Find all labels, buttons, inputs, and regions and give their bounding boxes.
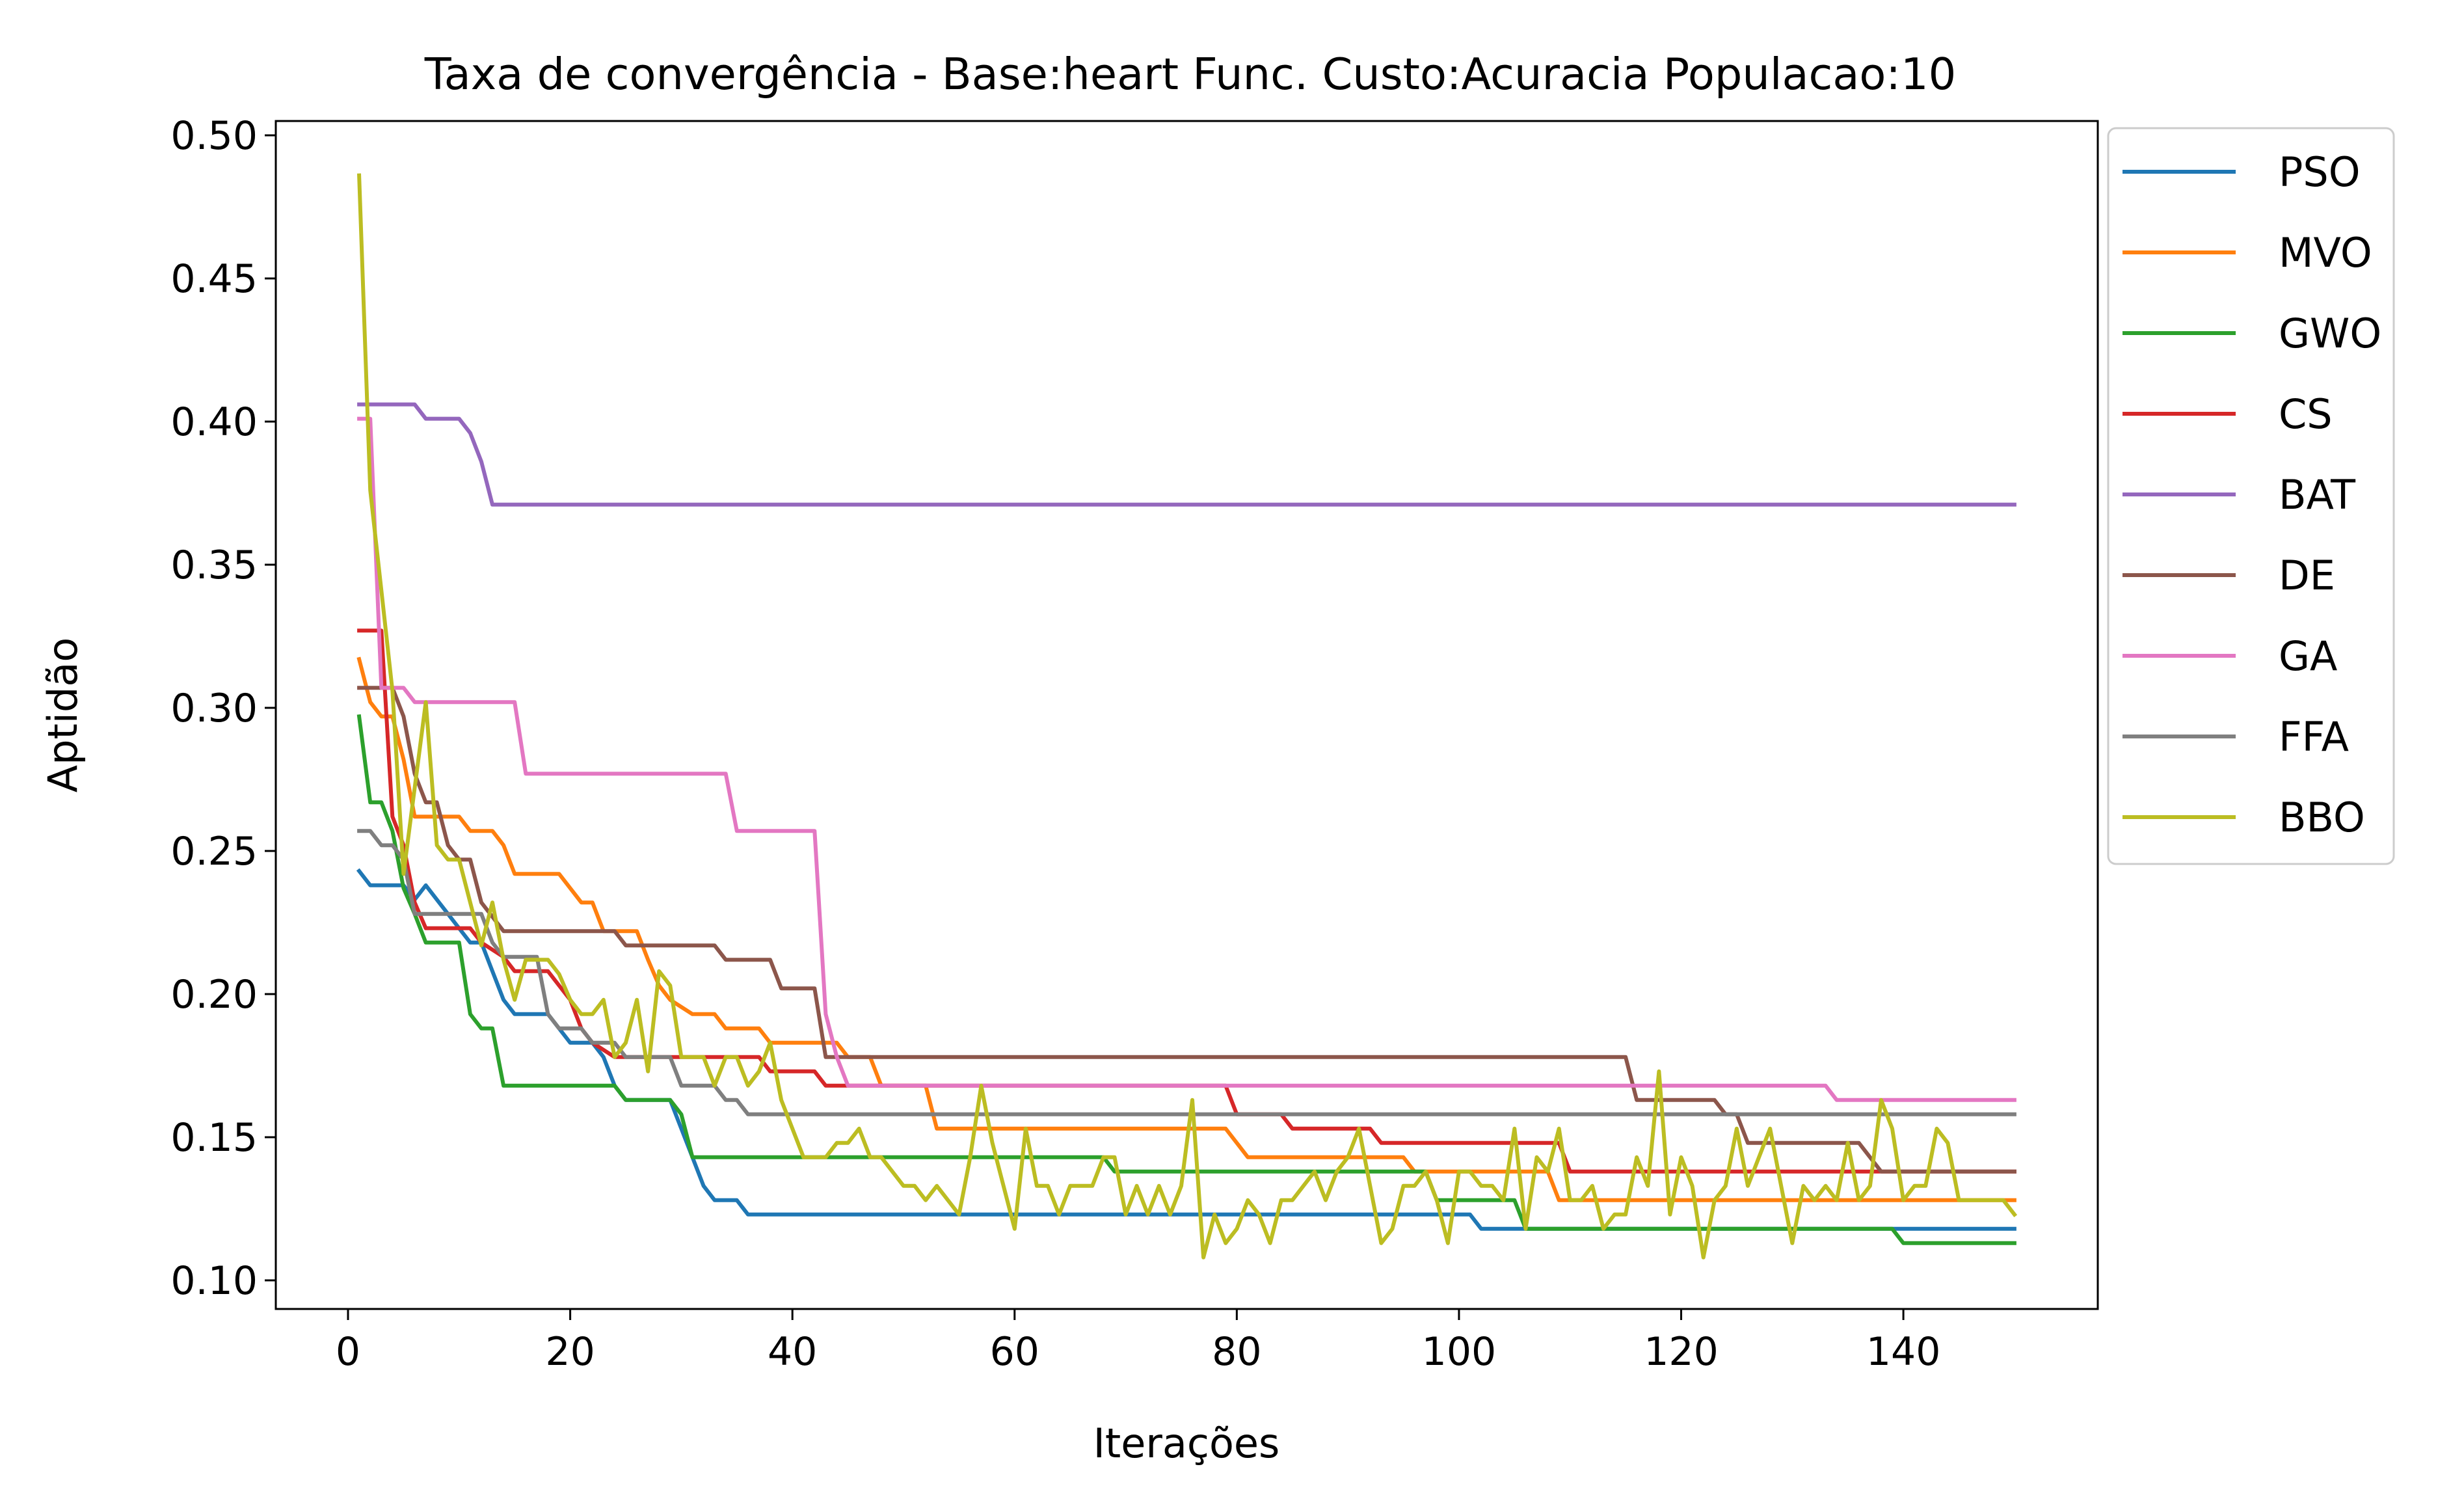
legend-label-cs: CS — [2279, 390, 2333, 438]
x-tick-label: 20 — [545, 1329, 595, 1375]
x-tick-label: 100 — [1422, 1329, 1497, 1375]
plot-area — [276, 121, 2098, 1309]
y-axis-label: Aptidão — [39, 638, 87, 793]
series-layer — [356, 173, 2018, 1260]
plot-frame — [275, 120, 2099, 1310]
legend-label-bbo: BBO — [2279, 794, 2365, 841]
x-tick-label: 40 — [768, 1329, 817, 1375]
y-tick-label: 0.45 — [170, 256, 258, 302]
y-tick-label: 0.20 — [170, 972, 258, 1018]
y-tick-label: 0.50 — [170, 113, 258, 159]
legend-label-mvo: MVO — [2279, 229, 2372, 276]
series-line-bat — [357, 402, 2016, 507]
legend-box — [2107, 127, 2395, 865]
legend-label-pso: PSO — [2279, 148, 2361, 196]
series-line-ga — [357, 416, 2016, 1102]
y-tick-label: 0.35 — [170, 543, 258, 588]
legend-items: PSO MVO GWO CS BAT DE GA FFA BBO — [2123, 148, 2381, 841]
y-axis-ticks: 0.10 0.15 0.20 0.25 0.30 0.35 0.40 0.45 0.50 — [170, 113, 276, 1304]
y-tick-label: 0.15 — [170, 1115, 258, 1161]
y-tick-label: 0.40 — [170, 399, 258, 445]
series-line-pso — [356, 868, 2016, 1231]
legend: PSO MVO GWO CS BAT DE GA FFA BBO — [2107, 127, 2395, 865]
x-tick-label: 120 — [1644, 1329, 1719, 1375]
legend-label-bat: BAT — [2279, 471, 2356, 519]
x-tick-label: 60 — [990, 1329, 1039, 1375]
chart-title: Taxa de convergência - Base:heart Func. … — [424, 49, 1957, 100]
legend-label-ga: GA — [2279, 632, 2337, 680]
series-line-bbo — [356, 173, 2018, 1260]
x-tick-label: 0 — [336, 1329, 360, 1375]
x-axis-ticks: 0 20 40 60 80 100 120 140 — [336, 1309, 1940, 1375]
y-tick-label: 0.25 — [170, 829, 258, 874]
x-tick-label: 80 — [1212, 1329, 1261, 1375]
x-axis-label: Iterações — [1093, 1420, 1280, 1467]
x-tick-label: 140 — [1866, 1329, 1941, 1375]
legend-label-ffa: FFA — [2279, 713, 2349, 761]
series-line-mvo — [356, 656, 2016, 1202]
legend-label-de: DE — [2279, 552, 2335, 599]
y-tick-label: 0.30 — [170, 686, 258, 731]
y-tick-label: 0.10 — [170, 1258, 258, 1304]
legend-label-gwo: GWO — [2279, 310, 2381, 357]
series-line-ffa — [357, 829, 2016, 1116]
